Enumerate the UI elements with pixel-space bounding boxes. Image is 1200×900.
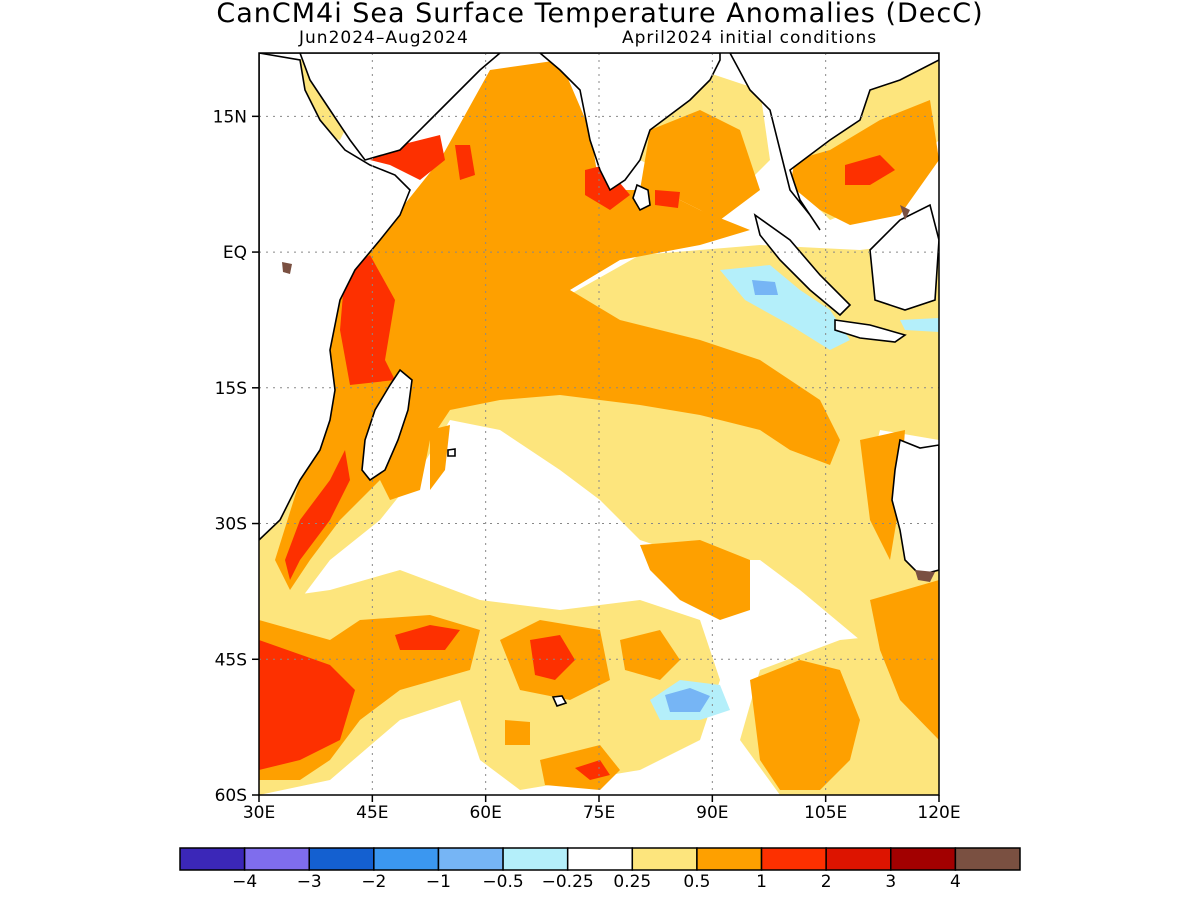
latitude-labels: 15N EQ 15S 30S 45S 60S: [213, 107, 247, 806]
lat-label: EQ: [223, 243, 247, 263]
negative-anomalies: [305, 55, 939, 720]
lon-label: 45E: [356, 803, 388, 823]
graticule: [259, 53, 939, 795]
lat-label: 45S: [215, 650, 247, 670]
map-title: CanCM4i Sea Surface Temperature Anomalie…: [216, 0, 984, 29]
legend-swatch: [373, 847, 440, 871]
legend-swatch: [825, 847, 892, 871]
longitude-labels: 30E 45E 60E 75E 90E 105E 120E: [243, 803, 961, 823]
legend-swatch: [696, 847, 763, 871]
legend-swatch: [437, 847, 504, 871]
legend-swatch: [631, 847, 698, 871]
legend-swatch: [760, 847, 827, 871]
legend-label: −4: [232, 872, 257, 892]
legend-swatch: [502, 847, 569, 871]
legend-swatch: [954, 847, 1021, 871]
lon-label: 60E: [469, 803, 501, 823]
legend-label: 3: [885, 872, 896, 892]
legend-label: −0.5: [482, 872, 523, 892]
legend-label: −2: [361, 872, 386, 892]
land-masses: [259, 53, 939, 707]
lat-label: 60S: [215, 786, 247, 806]
lon-label: 120E: [917, 803, 960, 823]
legend-swatch: [566, 847, 634, 871]
legend-label: 2: [821, 872, 832, 892]
legend-label: 0.5: [683, 872, 710, 892]
forecast-period: Jun2024–Aug2024: [299, 28, 469, 48]
initial-conditions: April2024 initial conditions: [622, 28, 878, 48]
color-legend-labels: −4 −3 −2 −1 −0.5 −0.25 0.25 0.5 1 2 3 4: [232, 872, 961, 892]
legend-swatch: [308, 847, 375, 871]
color-legend: [179, 847, 1021, 871]
lat-label: 30S: [215, 515, 247, 535]
axis-ticks: [252, 115, 940, 802]
coastal-high-anomalies: [282, 205, 935, 582]
legend-label: 4: [950, 872, 961, 892]
lon-label: 75E: [583, 803, 615, 823]
legend-swatch: [179, 847, 246, 871]
legend-label: 0.25: [613, 872, 651, 892]
anomaly-band-1-2: [259, 135, 895, 780]
lon-label: 30E: [243, 803, 275, 823]
legend-swatch: [243, 847, 310, 871]
lon-label: 90E: [696, 803, 728, 823]
lat-label: 15S: [215, 379, 247, 399]
legend-label: −1: [426, 872, 451, 892]
legend-label: −0.25: [542, 872, 594, 892]
lon-label: 105E: [804, 803, 847, 823]
lat-label: 15N: [213, 107, 247, 127]
legend-swatch: [890, 847, 957, 871]
legend-label: 1: [756, 872, 767, 892]
legend-label: −3: [297, 872, 322, 892]
